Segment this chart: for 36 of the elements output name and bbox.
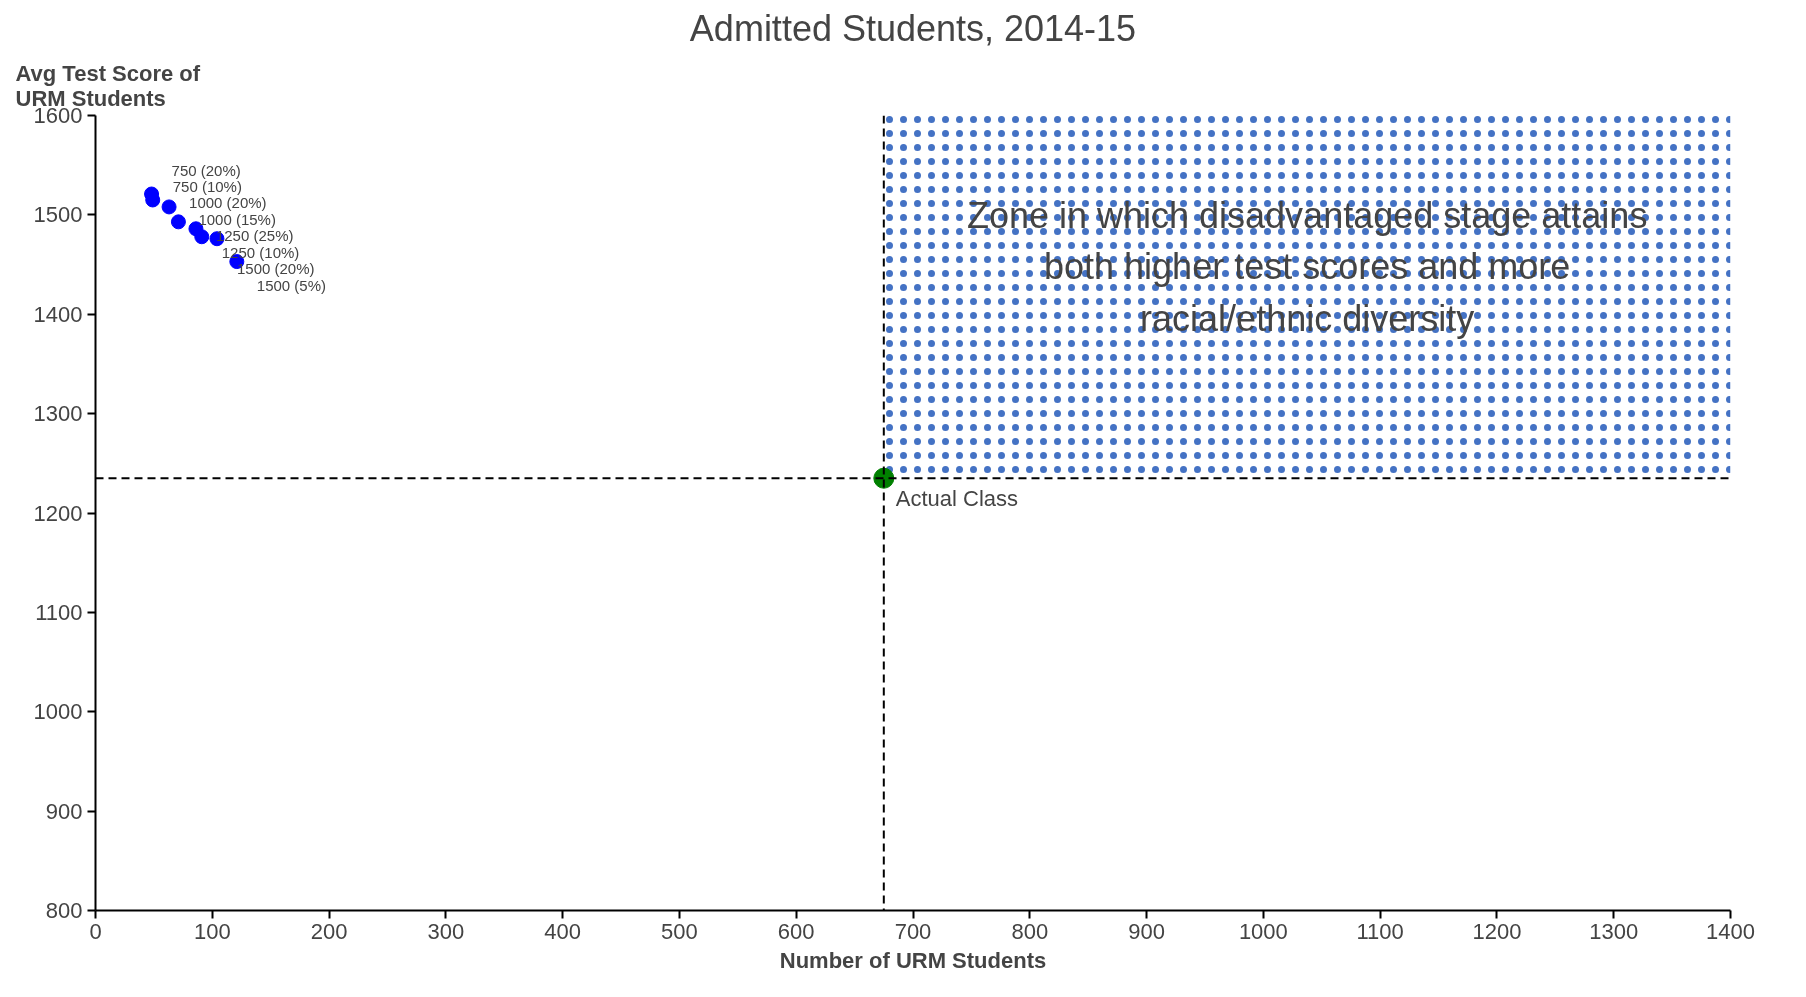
y-tick-label: 1200 [33,500,83,526]
x-tick-label: 200 [310,918,348,944]
point [194,229,210,245]
y-tick-label: 1000 [33,699,83,725]
x-tick-label: 400 [544,918,582,944]
data-label: 1000 (20%) [189,194,267,212]
x-tick-label: 600 [777,918,815,944]
chart-title: Admitted Students, 2014-15 [689,7,1137,49]
x-axis-title: Number of URM Students [779,947,1047,973]
x-tick-label: 1400 [1706,918,1755,944]
data-label: 750 (20%) [171,161,241,179]
y-tick-label: 800 [45,898,83,923]
y-tick-label: 1400 [33,301,83,327]
data-label: 750 (10%) [172,178,242,196]
y-tick-label: 900 [45,798,83,824]
x-tick-label: 1200 [1472,918,1522,944]
point [161,199,177,215]
y-tick-label: 1500 [33,202,83,228]
y-tick-label: 1100 [35,599,83,625]
point [170,214,186,230]
x-tick-label: 1300 [1589,918,1639,944]
data-label: 1000 (15%) [198,211,276,229]
data-label: Actual Class [895,486,1019,512]
data-label: 1250 (10%) [221,243,300,261]
x-tick-label: 900 [1128,918,1165,944]
x-tick-label: 800 [1011,918,1049,944]
x-tick-label: 100 [193,918,231,944]
x-tick-label: 0 [89,918,102,944]
x-tick-label: 1000 [1238,918,1288,944]
band-label: Zone in which disadvantaged stage attains both higher test scores and more racial/ethnic diversity [966,195,1648,339]
x-tick-label: 700 [894,918,932,944]
x-tick-label: 300 [427,918,465,944]
x-tick-label: 500 [661,918,698,944]
y-tick-label: 1300 [33,401,83,427]
data-label: 1500 (5%) [256,276,327,294]
x-tick-label: 1100 [1356,918,1404,944]
